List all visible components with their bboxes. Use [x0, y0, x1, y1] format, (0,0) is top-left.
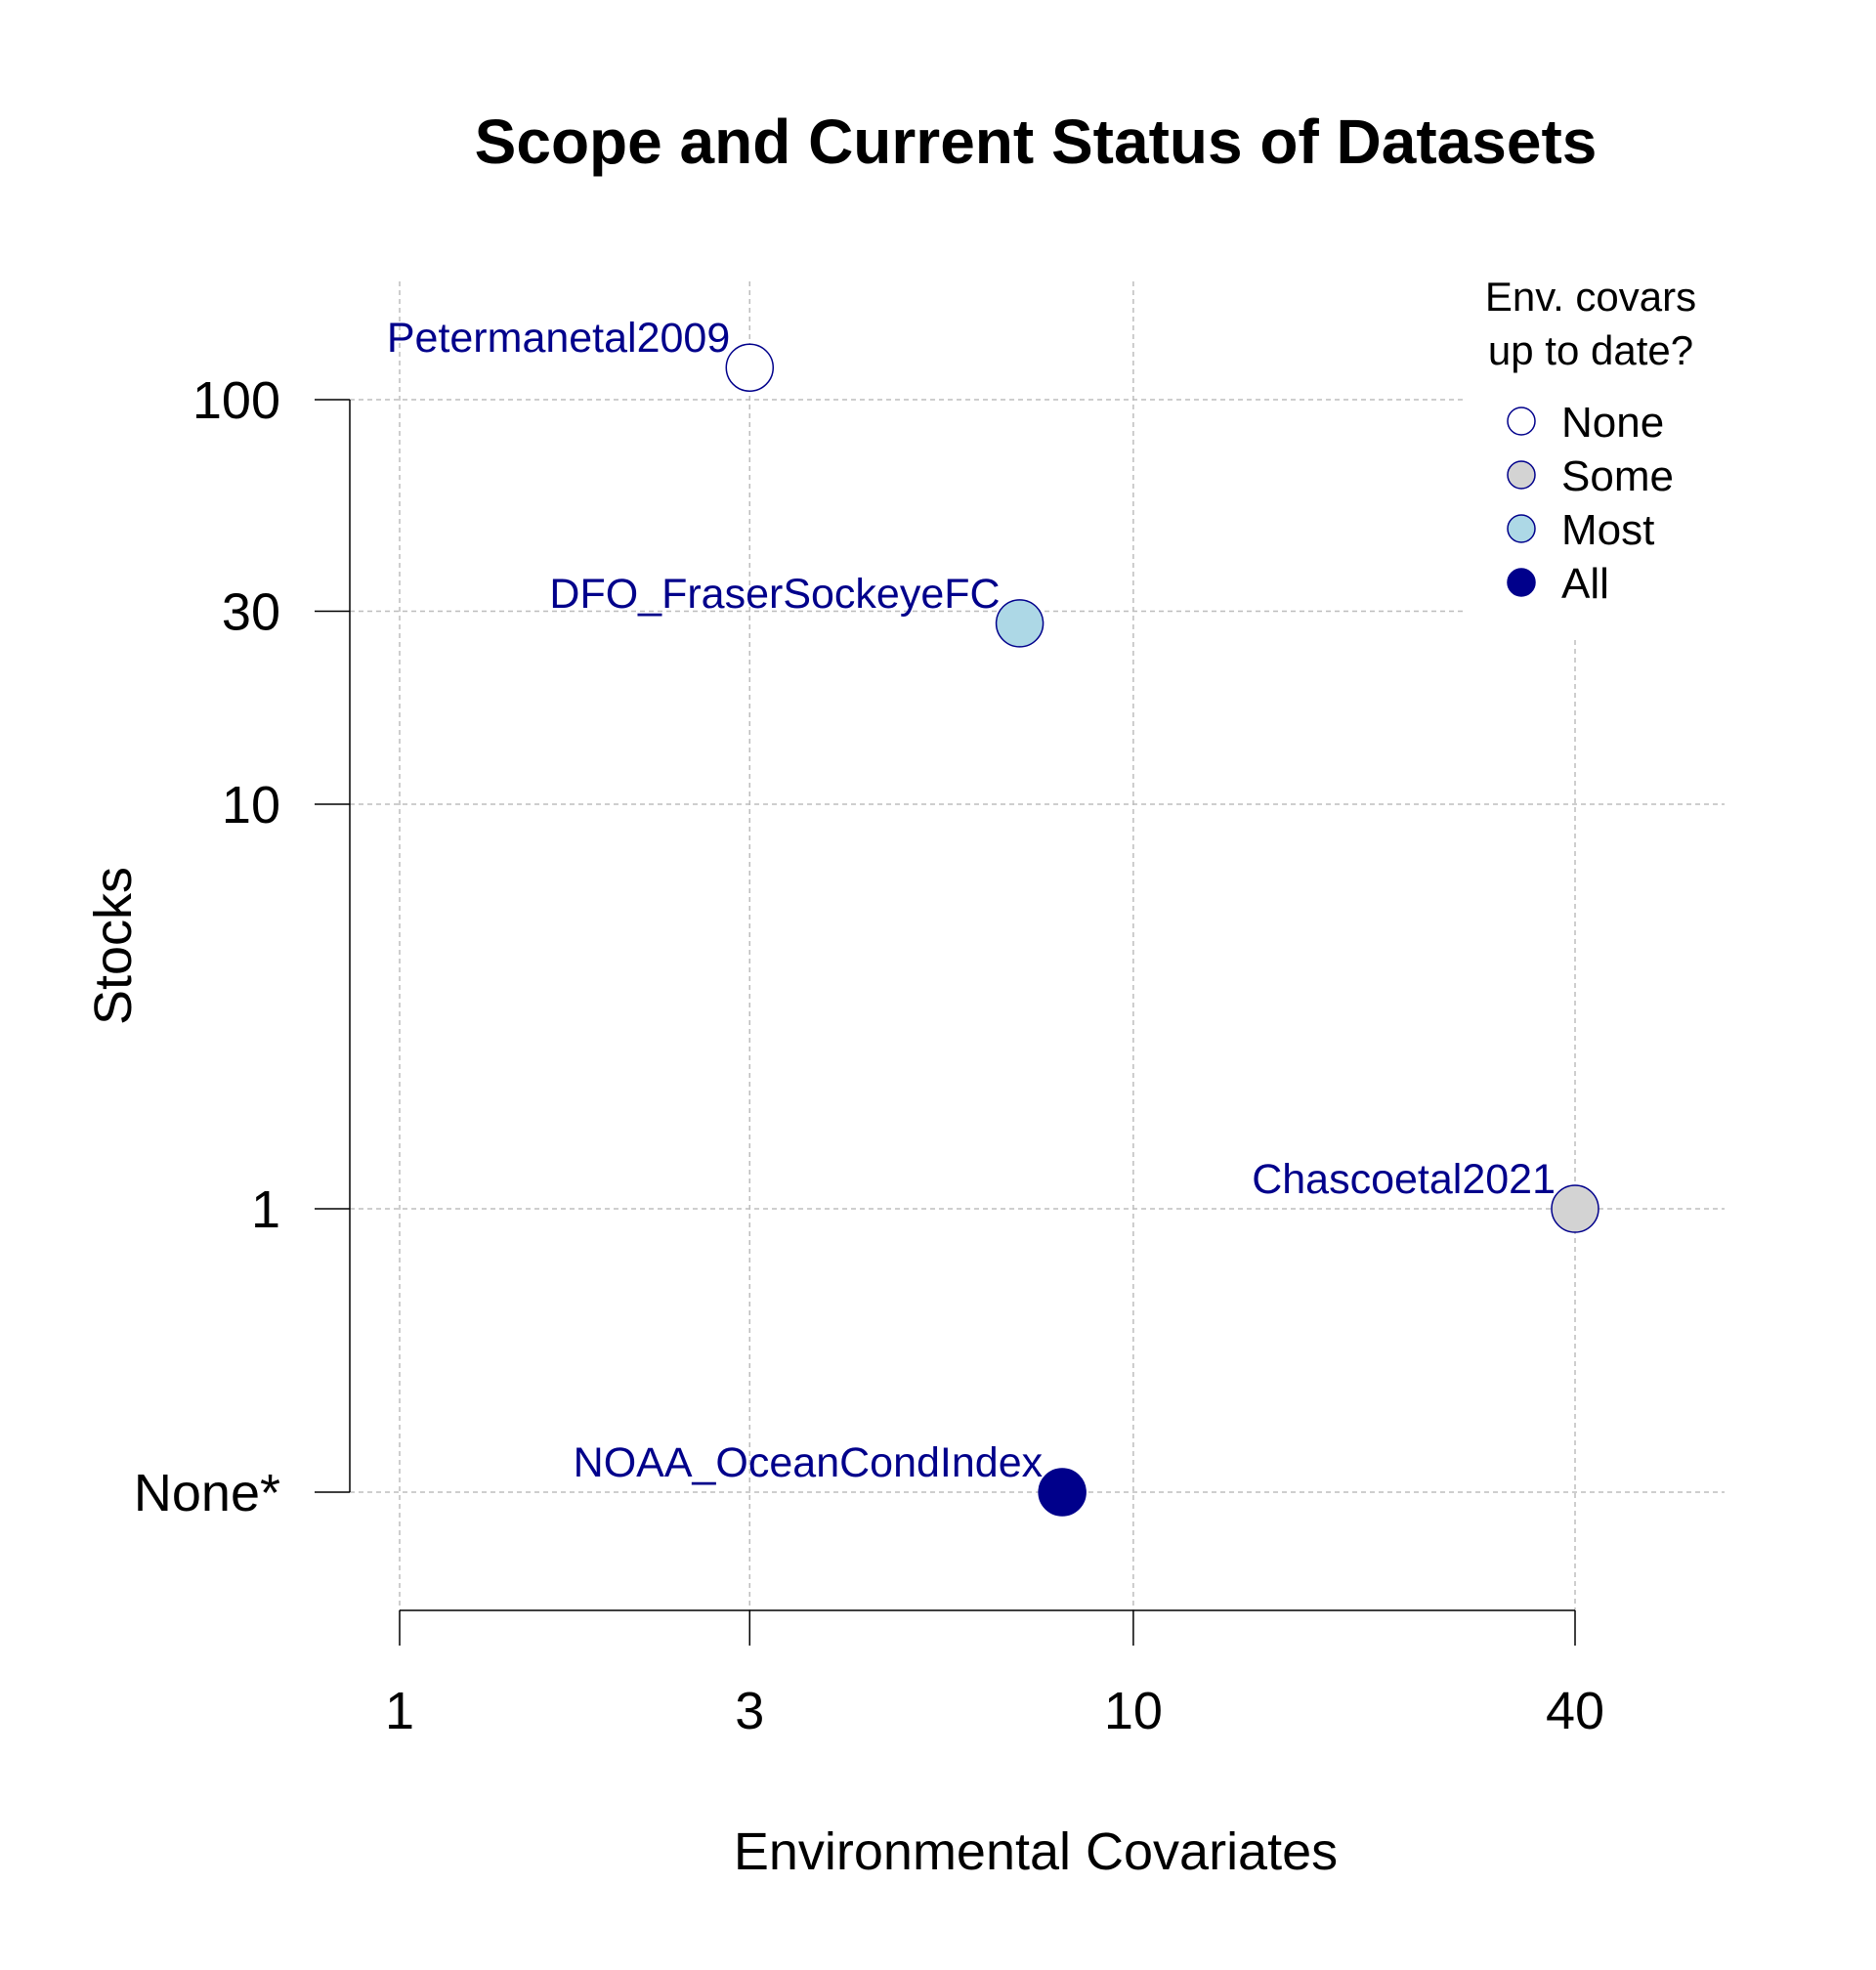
- data-point: [995, 599, 1045, 648]
- x-tick-label: 3: [735, 1682, 764, 1740]
- point-label: DFO_FraserSockeyeFC: [549, 571, 1000, 618]
- data-point: [725, 343, 775, 392]
- x-axis-title: Environmental Covariates: [734, 1822, 1338, 1881]
- data-point: [1038, 1468, 1087, 1517]
- y-tick-label: 100: [192, 371, 280, 430]
- point-label: Petermanetal2009: [387, 315, 730, 362]
- axes: None* 1 10 30 100 1 3 10 40: [134, 371, 1604, 1740]
- data-points: [725, 343, 1599, 1517]
- legend-marker: [1507, 460, 1536, 490]
- x-tick-label: 40: [1546, 1682, 1604, 1740]
- legend-label: Most: [1561, 506, 1654, 554]
- legend-label: None: [1561, 399, 1664, 447]
- x-tick-label: 10: [1104, 1682, 1163, 1740]
- point-labels: Petermanetal2009 DFO_FraserSockeyeFC Chasc…: [387, 315, 1556, 1486]
- legend-label: Some: [1561, 452, 1674, 500]
- y-axis-title: Stocks: [84, 867, 143, 1025]
- point-label: NOAA_OceanCondIndex: [574, 1439, 1044, 1486]
- legend-marker: [1507, 568, 1536, 597]
- data-point: [1551, 1184, 1599, 1233]
- y-tick-label: None*: [134, 1464, 280, 1522]
- legend-title: Env. covars: [1485, 274, 1696, 320]
- legend: Env. covars up to date? None Some Most All: [1464, 264, 1747, 640]
- grid-lines: [350, 281, 1725, 1610]
- legend-title: up to date?: [1488, 327, 1693, 373]
- legend-marker: [1507, 407, 1536, 436]
- y-tick-label: 10: [222, 776, 280, 835]
- x-tick-label: 1: [385, 1682, 414, 1740]
- legend-label: All: [1561, 560, 1609, 608]
- legend-marker: [1507, 514, 1536, 543]
- y-tick-label: 1: [251, 1180, 280, 1239]
- chart-title: Scope and Current Status of Datasets: [475, 107, 1598, 177]
- y-tick-label: 30: [222, 582, 280, 641]
- point-label: Chascoetal2021: [1252, 1156, 1556, 1203]
